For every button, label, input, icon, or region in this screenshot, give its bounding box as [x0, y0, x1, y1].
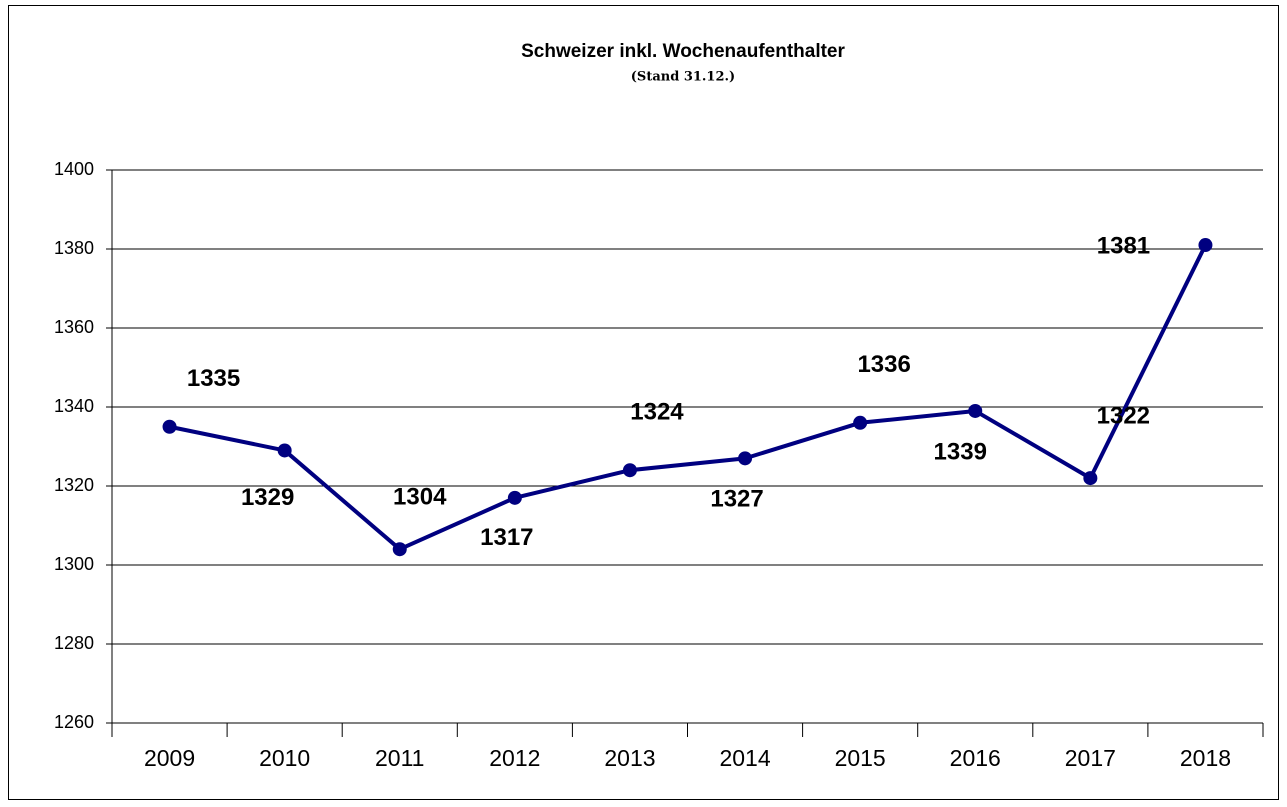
y-tick-label: 1400 — [54, 159, 94, 179]
y-tick-label: 1280 — [54, 633, 94, 653]
marker — [622, 463, 637, 478]
data-label: 1329 — [241, 484, 294, 511]
data-label: 1322 — [1097, 402, 1150, 429]
y-tick-label: 1320 — [54, 475, 94, 495]
marker — [392, 542, 407, 557]
line — [169, 244, 1208, 552]
marker — [277, 443, 292, 458]
x-tick-label: 2011 — [375, 745, 424, 771]
x-tick-label: 2018 — [1180, 745, 1231, 771]
data-label: 1335 — [187, 365, 240, 392]
marker — [738, 451, 753, 466]
y-tick-label: 1340 — [54, 396, 94, 416]
x-tick-label: 2015 — [835, 745, 886, 771]
data-label: 1339 — [934, 438, 987, 465]
data-label: 1324 — [630, 399, 684, 426]
marker — [162, 419, 177, 434]
x-tick-label: 2013 — [604, 745, 655, 771]
data-label: 1381 — [1097, 232, 1150, 259]
marker — [968, 403, 983, 418]
x-tick-label: 2010 — [259, 745, 310, 771]
x-tick-label: 2017 — [1065, 745, 1116, 771]
y-tick-label: 1300 — [54, 554, 94, 574]
chart-subtitle: (Stand 31.12.) — [631, 70, 735, 85]
y-tick-label: 1360 — [54, 317, 94, 337]
marker — [507, 490, 522, 505]
x-tick-label: 2009 — [144, 745, 195, 771]
marker — [1083, 471, 1098, 486]
chart-title: Schweizer inkl. Wochenaufenthalter — [521, 41, 845, 62]
y-tick-label: 1380 — [54, 238, 94, 258]
x-tick-label: 2014 — [719, 745, 770, 771]
x-tick-label: 2016 — [950, 745, 1001, 771]
chart-frame — [8, 5, 1279, 800]
data-label: 1317 — [480, 524, 533, 551]
data-label: 1327 — [710, 486, 763, 513]
data-label: 1304 — [393, 484, 447, 511]
x-tick-label: 2012 — [489, 745, 540, 771]
marker — [1198, 238, 1213, 253]
marker — [853, 415, 868, 430]
y-tick-label: 1260 — [54, 712, 94, 732]
data-label: 1336 — [857, 351, 910, 378]
